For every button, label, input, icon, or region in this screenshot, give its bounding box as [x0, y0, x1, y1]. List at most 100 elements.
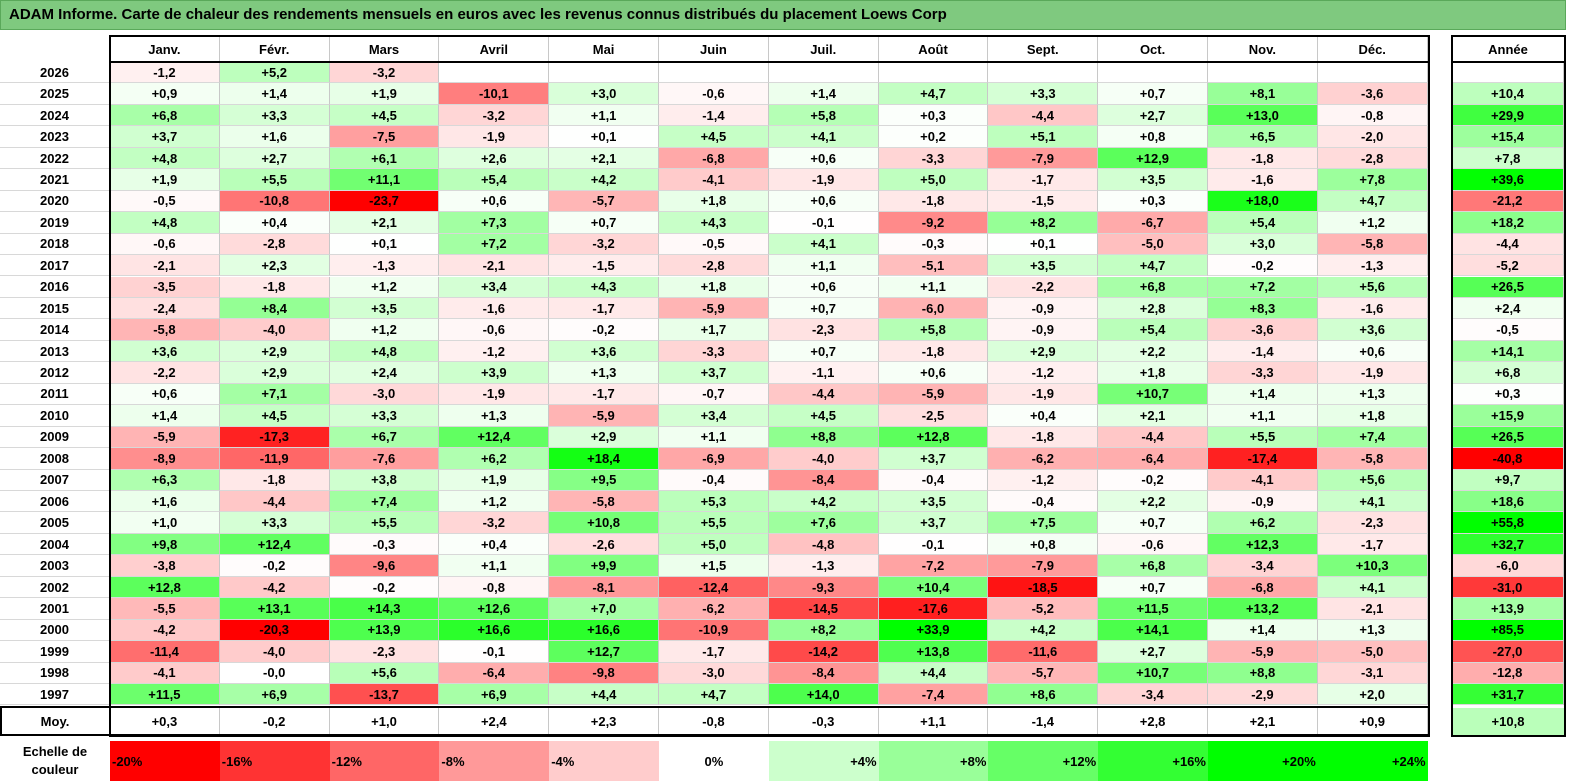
heatmap-cell: -3,3: [659, 340, 769, 363]
heatmap-cell: +0,1: [549, 126, 659, 148]
annual-cell: +18,2: [1452, 212, 1564, 234]
heatmap-cell: +10,7: [1098, 383, 1208, 406]
heatmap-cell: +1,4: [110, 405, 220, 427]
heatmap-cell: +1,2: [329, 276, 440, 298]
heatmap-cell: +5,4: [1208, 212, 1318, 234]
heatmap-cell: -1,3: [1317, 255, 1428, 277]
heatmap-cell: -5,7: [549, 190, 659, 213]
heatmap-cell: [549, 62, 659, 84]
annual-cell: +2,4: [1452, 297, 1564, 320]
heatmap-cell: -3,6: [1208, 319, 1318, 341]
row-year-label: 1999: [0, 641, 110, 663]
heatmap-cell: -5,2: [988, 598, 1099, 620]
heatmap-cell: -1,7: [659, 641, 769, 663]
heatmap-cell: +1,1: [1208, 405, 1318, 427]
heatmap-cell: +1,0: [110, 512, 220, 534]
heatmap-cell: +0,2: [878, 126, 989, 148]
heatmap-cell: -18,5: [988, 576, 1099, 599]
heatmap-cell: -0,2: [549, 319, 659, 341]
heatmap-cell: [659, 62, 769, 84]
heatmap-cell: -3,2: [549, 233, 659, 256]
row-year-label: 2000: [0, 619, 110, 642]
heatmap-cell: -8,4: [768, 662, 879, 685]
heatmap-cell: -0,2: [1098, 469, 1208, 491]
heatmap-cell: +14,0: [768, 684, 879, 706]
row-year-label: 2021: [0, 169, 110, 191]
heatmap-cell: +6,5: [1208, 126, 1318, 148]
scale-swatch: -20%: [110, 741, 220, 781]
heatmap-cell: -6,4: [1098, 448, 1208, 470]
heatmap-cell: +1,1: [549, 104, 659, 127]
heatmap-cell: +4,5: [659, 126, 769, 148]
heatmap-cell: +3,5: [329, 297, 440, 320]
heatmap-cell: -1,9: [439, 383, 550, 406]
scale-label: Echelle de couleur: [22, 744, 88, 777]
heatmap-cell: +1,1: [768, 255, 879, 277]
heatmap-cell: -9,3: [768, 576, 879, 599]
heatmap-cell: +7,5: [988, 512, 1099, 534]
heatmap-cell: -2,8: [219, 233, 330, 256]
heatmap-cell: -1,8: [878, 190, 989, 213]
heatmap-cell: -2,6: [549, 533, 659, 556]
heatmap-cell: +18,4: [549, 448, 659, 470]
heatmap-cell: +0,6: [768, 190, 879, 213]
row-year-label: 2010: [0, 405, 110, 427]
heatmap-cell: -3,3: [878, 147, 989, 170]
heatmap-cell: +6,7: [329, 426, 440, 449]
heatmap-cell: -6,7: [1098, 212, 1208, 234]
heatmap-cell: +9,8: [110, 533, 220, 556]
heatmap-cell: -1,6: [1317, 297, 1428, 320]
heatmap-cell: +6,8: [1098, 276, 1208, 298]
heatmap-cell: -5,8: [1317, 448, 1428, 470]
heatmap-cell: +0,4: [219, 212, 330, 234]
month-header: Août: [878, 36, 989, 62]
heatmap-cell: +4,1: [1317, 576, 1428, 599]
heatmap-cell: -4,0: [219, 641, 330, 663]
heatmap-cell: -0,2: [1208, 255, 1318, 277]
heatmap-cell: +13,0: [1208, 104, 1318, 127]
annual-cell: +18,6: [1452, 491, 1564, 513]
heatmap-cell: -3,3: [1208, 362, 1318, 384]
annual-cell: +15,4: [1452, 126, 1564, 148]
annual-cell: -4,4: [1452, 233, 1564, 256]
annual-cell: -0,5: [1452, 319, 1564, 341]
heatmap-cell: +2,6: [439, 147, 550, 170]
average-cell: +2,3: [549, 707, 659, 735]
annual-cell: -27,0: [1452, 641, 1564, 663]
heatmap-cell: +4,3: [659, 212, 769, 234]
heatmap-cell: -9,6: [329, 555, 440, 577]
heatmap-cell: -8,4: [768, 469, 879, 491]
heatmap-cell: +13,2: [1208, 598, 1318, 620]
heatmap-cell: +1,1: [878, 276, 989, 298]
heatmap-cell: +3,3: [219, 104, 330, 127]
heatmap-cell: +4,1: [1317, 491, 1428, 513]
heatmap-cell: +2,9: [549, 426, 659, 449]
average-cell: +0,3: [110, 707, 220, 735]
heatmap-cell: [878, 62, 989, 84]
heatmap-cell: -1,7: [1317, 533, 1428, 556]
heatmap-cell: +2,1: [1098, 405, 1208, 427]
heatmap-cell: +1,9: [439, 469, 550, 491]
heatmap-cell: -2,8: [1317, 147, 1428, 170]
heatmap-cell: -11,6: [988, 641, 1099, 663]
heatmap-cell: -7,4: [878, 684, 989, 706]
annual-cell: +32,7: [1452, 533, 1564, 556]
month-header: Mai: [549, 36, 659, 62]
heatmap-cell: -3,0: [659, 662, 769, 685]
heatmap-cell: +9,5: [549, 469, 659, 491]
heatmap-cell: [439, 62, 550, 84]
row-year-label: 2005: [0, 512, 110, 534]
heatmap-cell: +4,8: [110, 212, 220, 234]
row-year-label: 1998: [0, 662, 110, 685]
heatmap-cell: +16,6: [549, 619, 659, 642]
annual-cell: +29,9: [1452, 104, 1564, 127]
heatmap-cell: -7,6: [329, 448, 440, 470]
heatmap-cell: +5,8: [878, 319, 989, 341]
heatmap-cell: -10,1: [439, 83, 550, 105]
heatmap-cell: [768, 62, 879, 84]
heatmap-cell: +5,3: [659, 491, 769, 513]
annual-cell: [1452, 62, 1564, 84]
heatmap-cell: +12,9: [1098, 147, 1208, 170]
heatmap-cell: +1,3: [549, 362, 659, 384]
heatmap-cell: +4,2: [768, 491, 879, 513]
